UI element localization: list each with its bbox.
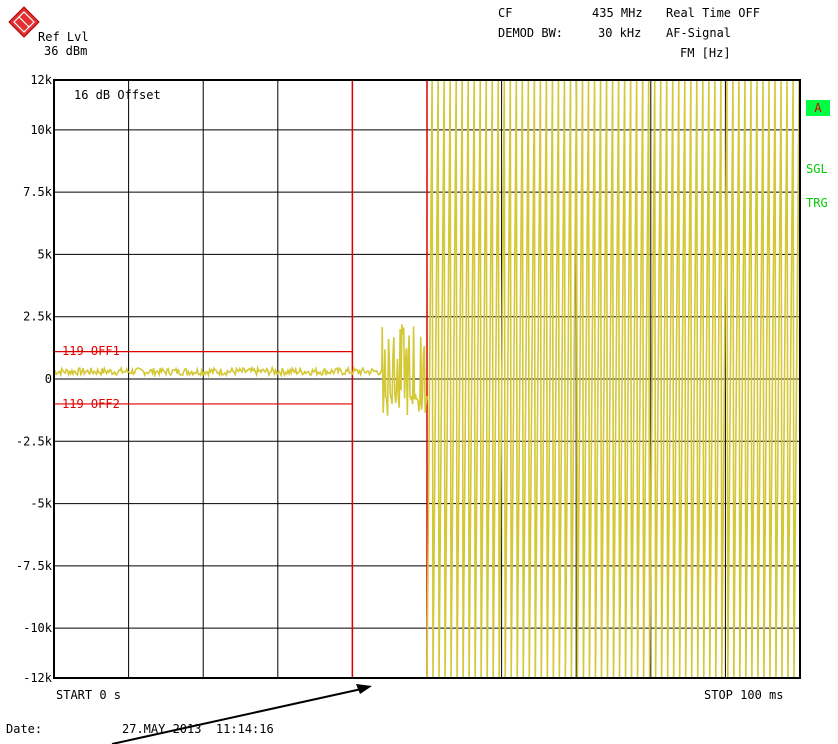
date-label: Date: <box>6 722 43 736</box>
date-value: 27.MAY 2013 11:14:16 <box>122 722 274 736</box>
limit-line-1-label: 119 OFF1 <box>62 344 120 358</box>
stop-label: STOP 100 ms <box>704 688 784 702</box>
cf-value: 435 MHz <box>592 6 643 20</box>
y-tick-label: -7.5k <box>16 559 53 573</box>
sweep-mode-indicator: SGL <box>806 162 828 176</box>
real-time-status: Real Time OFF <box>666 6 760 20</box>
y-tick-label: 7.5k <box>23 185 53 199</box>
y-tick-label: -5k <box>30 497 52 511</box>
start-label: START 0 s <box>56 688 122 702</box>
fm-unit-label: FM [Hz] <box>680 46 731 60</box>
trigger-indicator: TRG <box>806 196 828 210</box>
cf-label: CF <box>498 6 513 20</box>
limit-line-2-label: 119 OFF2 <box>62 397 120 411</box>
plot-frame <box>53 79 801 679</box>
ref-level-label: Ref Lvl <box>38 30 89 44</box>
y-tick-label: -10k <box>23 621 53 635</box>
demod-bw-label: DEMOD BW: <box>498 26 564 40</box>
ref-level-value: 36 dBm <box>44 44 88 58</box>
y-tick-label: -2.5k <box>16 434 53 448</box>
y-tick-label: -12k <box>23 671 53 685</box>
y-tick-label: 12k <box>30 73 52 87</box>
offset-note: 16 dB Offset <box>74 88 161 102</box>
y-tick-label: 10k <box>30 123 52 137</box>
y-tick-label: 0 <box>45 372 52 386</box>
y-tick-labels: 12k 10k 7.5k 5k 2.5k 0 -2.5k -5k -7.5k -10k -12k <box>16 73 53 685</box>
trace-a-indicator: A <box>806 100 830 116</box>
y-tick-label: 2.5k <box>23 310 53 324</box>
demod-bw-value: 30 kHz <box>598 26 642 40</box>
trace-steady-segment <box>53 324 428 416</box>
af-signal-label: AF-Signal <box>666 26 732 40</box>
rohde-schwarz-logo <box>8 6 40 38</box>
y-tick-label: 5k <box>38 247 53 261</box>
